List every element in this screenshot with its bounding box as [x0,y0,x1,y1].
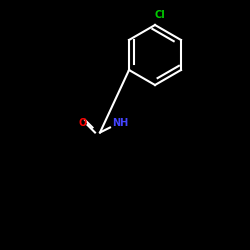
Text: O: O [78,118,87,128]
Text: NH: NH [112,118,128,128]
Text: Cl: Cl [154,10,166,20]
